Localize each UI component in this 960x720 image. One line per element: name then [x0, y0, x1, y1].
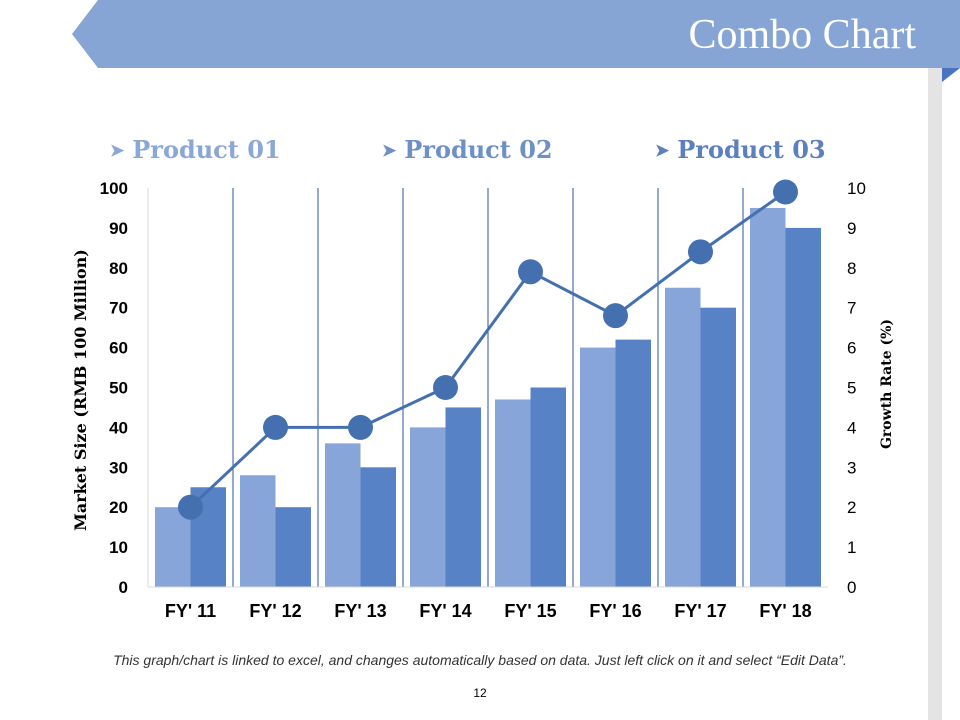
bar-series-2-16	[615, 339, 651, 587]
growth-rate-point-15	[518, 259, 543, 285]
chart-legend: ➤ Product 01 ➤ Product 02 ➤ Product 03	[0, 130, 900, 170]
growth-rate-point-13	[348, 414, 373, 440]
y-tick-label: 30	[109, 458, 128, 477]
bar-series-1-13	[325, 443, 361, 587]
bar-series-2-13	[360, 467, 396, 587]
y-tick-label: 40	[109, 418, 128, 437]
arrowhead-bullet-icon: ➤	[655, 141, 670, 161]
legend-label: Product 01	[132, 135, 281, 164]
y-tick-label: 60	[109, 339, 128, 358]
x-tick-label: FY' 16	[589, 601, 641, 621]
bar-series-2-17	[700, 307, 736, 587]
bar-series-1-18	[750, 207, 786, 587]
growth-rate-point-11	[178, 494, 203, 520]
bar-series-1-14	[410, 427, 446, 587]
growth-rate-point-16	[603, 303, 628, 329]
y-tick-label: 100	[100, 179, 128, 198]
banner-shape	[72, 0, 960, 68]
bar-series-1-12	[240, 475, 276, 587]
side-decoration-bar	[928, 68, 942, 720]
bar-series-2-18	[785, 227, 821, 587]
x-tick-label: FY' 18	[759, 601, 811, 621]
y2-tick-label: 10	[847, 179, 866, 198]
y2-tick-label: 5	[847, 379, 856, 398]
y2-axis-title: Growth Rate (%)	[879, 319, 895, 449]
x-tick-label: FY' 13	[334, 601, 386, 621]
x-tick-label: FY' 17	[674, 601, 726, 621]
bar-series-2-15	[530, 387, 566, 587]
legend-item-product-02: ➤ Product 02	[382, 130, 553, 171]
growth-rate-point-12	[263, 414, 288, 440]
arrowhead-bullet-icon: ➤	[110, 141, 125, 161]
y2-tick-label: 4	[847, 418, 856, 437]
y2-tick-label: 9	[847, 219, 856, 238]
growth-rate-point-14	[433, 375, 458, 400]
chart-footnote: This graph/chart is linked to excel, and…	[113, 652, 847, 668]
y2-tick-label: 3	[847, 458, 856, 477]
y2-tick-label: 0	[847, 578, 856, 597]
title-banner	[72, 0, 960, 82]
y-tick-label: 80	[109, 259, 128, 278]
y-tick-label: 70	[109, 299, 128, 318]
growth-rate-point-17	[688, 239, 713, 265]
bar-series-1-11	[155, 507, 191, 587]
page-number: 12	[473, 686, 487, 700]
x-tick-label: FY' 11	[165, 601, 216, 621]
legend-label: Product 02	[404, 135, 553, 164]
y-axis-title: Market Size (RMB 100 Million)	[71, 249, 90, 531]
slide-title: Combo Chart	[688, 12, 917, 58]
bar-series-1-17	[665, 287, 701, 587]
bar-series-1-15	[495, 399, 531, 587]
x-tick-label: FY' 15	[504, 601, 556, 621]
legend-item-product-01: ➤ Product 01	[110, 130, 281, 171]
combo-chart[interactable]: 0 10 20 30 40 50 60 70 80 90 100 0 1 2 3 4 5 6 7 8 9 10 FY' 11…	[0, 0, 960, 640]
y2-tick-label: 6	[847, 339, 856, 358]
y2-tick-label: 2	[847, 498, 856, 517]
arrowhead-bullet-icon: ➤	[382, 141, 397, 161]
growth-rate-point-18	[773, 179, 798, 205]
y2-tick-label: 7	[847, 299, 856, 318]
legend-item-product-03: ➤ Product 03	[655, 130, 826, 171]
y-tick-label: 10	[109, 538, 128, 557]
banner-fold-icon	[942, 68, 960, 82]
legend-label: Product 03	[677, 135, 826, 164]
growth-rate-line	[189, 190, 787, 509]
bar-series-1-16	[580, 347, 616, 587]
y-tick-label: 20	[109, 498, 128, 517]
x-tick-label: FY' 12	[249, 601, 301, 621]
bar-series-2-12	[275, 507, 311, 587]
x-tick-label: FY' 14	[419, 601, 471, 621]
y2-tick-label: 8	[847, 259, 856, 278]
bar-series-2-14	[445, 407, 481, 587]
y-tick-label: 50	[109, 379, 128, 398]
y2-tick-label: 1	[847, 538, 856, 557]
y-tick-label: 90	[109, 219, 128, 238]
y-tick-label: 0	[119, 578, 128, 597]
